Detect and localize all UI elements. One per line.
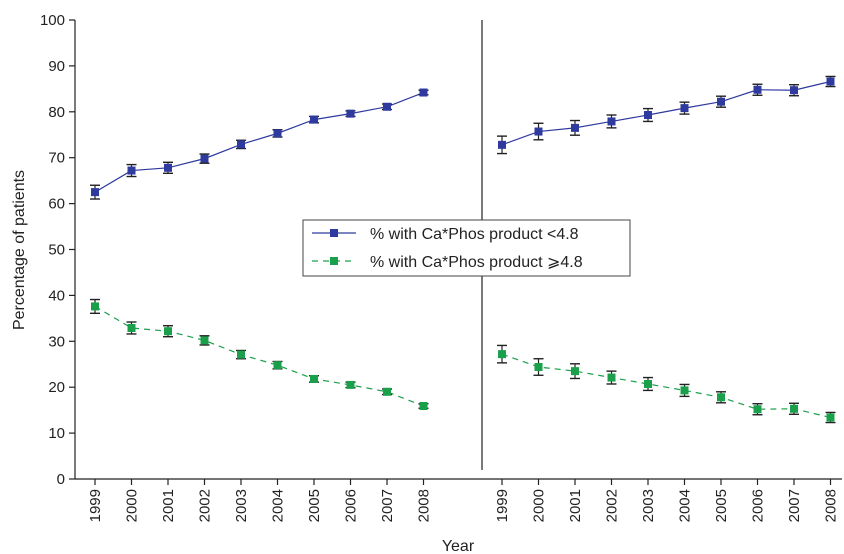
x-tick-label: 1999: [87, 489, 104, 522]
y-tick-label: 20: [48, 379, 65, 396]
legend: % with Ca*Phos product <4.8 % with Ca*Ph…: [302, 219, 631, 277]
data-point: [534, 363, 543, 372]
data-point: [346, 109, 355, 118]
series-2-panel-1: [90, 298, 429, 411]
data-point: [534, 127, 543, 136]
series-line: [94, 91, 424, 193]
x-tick-label: 2004: [270, 489, 287, 522]
data-point: [310, 115, 318, 124]
data-point: [571, 123, 579, 132]
y-tick-label: 10: [48, 425, 65, 442]
y-axis: 0 10 20 30 40 50 60 70 80 90 100: [40, 12, 76, 488]
legend-label-series-2: % with Ca*Phos product ⩾4.8: [370, 254, 583, 271]
data-point: [826, 413, 835, 422]
data-point: [200, 336, 209, 345]
x-tick-label: 2001: [567, 489, 584, 522]
data-point: [164, 163, 172, 172]
x-tick-label: 2001: [160, 489, 177, 522]
data-point: [717, 393, 725, 402]
legend-box: [302, 219, 631, 277]
data-point: [346, 380, 355, 389]
y-tick-label: 100: [40, 12, 65, 29]
x-tick-label: 2004: [677, 489, 694, 522]
data-point: [571, 367, 579, 376]
data-point: [644, 379, 652, 388]
data-point: [607, 117, 616, 126]
y-tick-label: 50: [48, 242, 65, 259]
x-tick-label: 2008: [823, 489, 840, 522]
data-point: [607, 373, 616, 382]
data-point: [237, 140, 245, 149]
data-point: [419, 402, 428, 411]
data-point: [419, 88, 428, 97]
x-tick-label: 2005: [306, 489, 323, 522]
x-tick-label: 2006: [343, 489, 360, 522]
data-point: [790, 404, 798, 413]
series-line: [501, 353, 831, 419]
data-point: [498, 140, 506, 149]
y-tick-label: 70: [48, 150, 65, 167]
data-point: [826, 77, 835, 86]
data-point: [383, 387, 391, 396]
data-point: [91, 188, 99, 197]
y-tick-label: 80: [48, 104, 65, 121]
y-tick-label: 40: [48, 287, 65, 304]
data-point: [753, 85, 762, 94]
y-tick-label: 90: [48, 58, 65, 75]
data-point: [383, 102, 391, 111]
x-axis-title: Year: [442, 538, 475, 554]
data-point: [310, 374, 318, 383]
x-tick-label: 2007: [379, 489, 396, 522]
series-2-panel-2: [497, 344, 836, 424]
series-1-panel-1: [90, 88, 429, 200]
data-point: [790, 86, 798, 95]
data-point: [680, 104, 689, 113]
y-tick-label: 30: [48, 333, 65, 350]
y-tick-label: 60: [48, 196, 65, 213]
legend-marker-series-1: [330, 229, 338, 237]
series-line: [501, 80, 831, 146]
series-line: [94, 305, 424, 407]
x-tick-label: 2006: [750, 489, 767, 522]
data-point: [91, 302, 99, 311]
legend-marker-series-2: [330, 257, 338, 265]
data-point: [498, 350, 506, 359]
x-tick-label: 2007: [786, 489, 803, 522]
data-point: [644, 111, 652, 120]
x-tick-label: 2003: [233, 489, 250, 522]
data-point: [164, 327, 172, 336]
data-point: [273, 361, 282, 370]
x-tick-label: 2008: [416, 489, 433, 522]
data-point: [680, 386, 689, 395]
x-tick-label: 2003: [640, 489, 657, 522]
y-axis-title: Percentage of patients: [11, 170, 28, 330]
series-1-panel-2: [497, 75, 836, 155]
data-point: [127, 166, 136, 175]
x-tick-label: 2000: [124, 489, 141, 522]
x-tick-label: 2005: [713, 489, 730, 522]
x-tick-label: 1999: [494, 489, 511, 522]
x-tick-label: 2002: [197, 489, 214, 522]
data-point: [127, 323, 136, 332]
y-tick-label: 0: [57, 471, 65, 488]
series-layer: [90, 75, 836, 424]
x-tick-label: 2002: [604, 489, 621, 522]
legend-label-series-1: % with Ca*Phos product <4.8: [370, 226, 579, 243]
data-point: [753, 405, 762, 414]
x-tick-label: 2000: [531, 489, 548, 522]
data-point: [200, 154, 209, 163]
data-point: [273, 129, 282, 138]
data-point: [717, 97, 725, 106]
x-axis: 1999 2000 2001 2002 2003 2004 2005 2006 2007 2008…: [75, 478, 842, 522]
data-point: [237, 350, 245, 359]
